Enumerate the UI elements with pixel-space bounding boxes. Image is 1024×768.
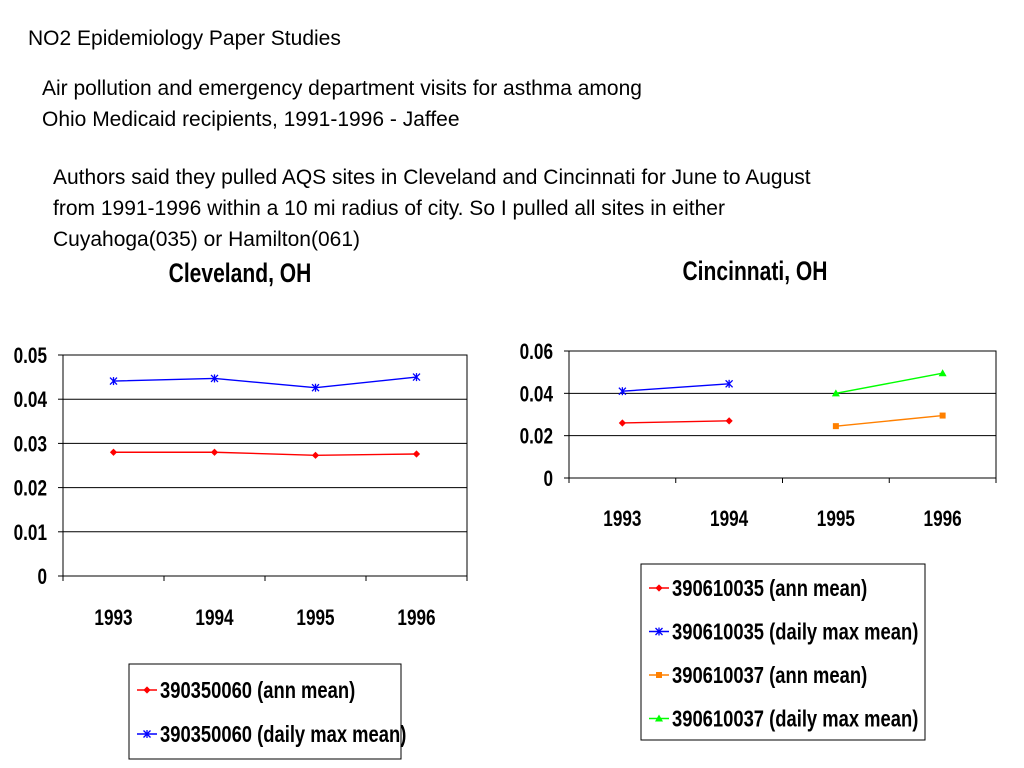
plot-area [62, 354, 468, 577]
legend-label: 390350060 (ann mean) [160, 678, 355, 703]
y-tick-label: 0.01 [14, 521, 47, 546]
x-tick-label: 1996 [397, 606, 435, 631]
paper-title-line: Ohio Medicaid recipients, 1991-1996 - Ja… [42, 108, 460, 131]
data-point [412, 450, 421, 458]
cincinnati-chart: Cincinnati, OH 0 0.02 0.04 0.06 1993 1994 1995 1… [520, 257, 997, 741]
legend-label: 390610035 (ann mean) [672, 576, 867, 601]
data-point [412, 373, 421, 382]
data-point [109, 448, 118, 456]
slide-title: NO2 Epidemiology Paper Studies [28, 27, 341, 50]
legend-marker [655, 627, 663, 636]
legend-marker [655, 714, 663, 722]
y-tick-label: 0.02 [520, 425, 553, 450]
y-tick-label: 0 [543, 467, 553, 492]
cleveland-chart: Cleveland, OH 0 0.01 0.02 0.03 0.04 0.05 1993 19… [14, 259, 468, 760]
notes-line: Authors said they pulled AQS sites in Cl… [53, 166, 811, 189]
legend-marker [655, 584, 663, 592]
y-tick-label: 0.04 [520, 382, 553, 407]
chart-title: Cleveland, OH [169, 259, 312, 289]
y-tick-label: 0.04 [14, 388, 47, 413]
x-tick-label: 1994 [195, 606, 233, 631]
y-tick-label: 0.02 [14, 477, 47, 502]
legend-label: 390610037 (daily max mean) [672, 707, 918, 732]
x-tick-label: 1993 [94, 606, 132, 631]
legend-label: 390610037 (ann mean) [672, 663, 867, 688]
series-line [113, 451, 417, 457]
x-tick-label: 1995 [817, 507, 855, 532]
y-tick-label: 0.05 [14, 344, 47, 369]
y-tick-label: 0.03 [14, 432, 47, 457]
data-point [311, 451, 320, 459]
plot-area [568, 350, 997, 479]
data-point [725, 379, 734, 388]
x-tick-label: 1993 [603, 507, 641, 532]
notes-line: Cuyahoga(035) or Hamilton(061) [53, 228, 360, 251]
legend-box [640, 563, 926, 741]
data-point [832, 423, 839, 430]
y-tick-label: 0.06 [520, 340, 553, 365]
data-point [725, 417, 733, 425]
x-tick-label: 1996 [924, 507, 962, 532]
data-point [938, 369, 947, 377]
y-tick-label: 0 [37, 565, 47, 590]
chart-title: Cincinnati, OH [682, 257, 827, 287]
series-line [835, 372, 943, 395]
legend-label: 390610035 (daily max mean) [672, 620, 918, 645]
x-tick-label: 1995 [296, 606, 334, 631]
notes-text: Authors said they pulled AQS sites in Cl… [53, 162, 811, 255]
legend-marker [143, 730, 151, 738]
data-point [210, 448, 219, 456]
data-point [109, 377, 118, 386]
data-point [831, 389, 840, 397]
data-point [618, 419, 626, 427]
legend-label: 390350060 (daily max mean) [160, 722, 406, 747]
legend-box [128, 663, 402, 760]
paper-title-line: Air pollution and emergency department v… [42, 77, 642, 100]
notes-line: from 1991-1996 within a 10 mi radius of … [53, 197, 725, 220]
data-point [939, 412, 946, 419]
series-line [113, 376, 417, 389]
paper-title: Air pollution and emergency department v… [42, 73, 642, 135]
data-point [618, 387, 627, 396]
x-tick-label: 1994 [710, 507, 748, 532]
data-point [311, 383, 320, 392]
series-line [622, 420, 730, 424]
data-point [210, 374, 219, 383]
series-line [622, 383, 730, 392]
legend-marker [656, 672, 662, 678]
series-line [835, 414, 943, 427]
legend-marker [143, 686, 151, 694]
